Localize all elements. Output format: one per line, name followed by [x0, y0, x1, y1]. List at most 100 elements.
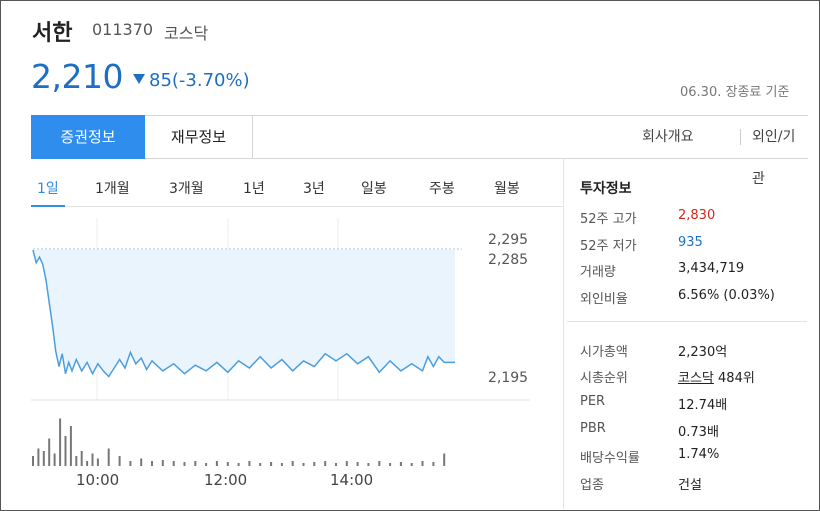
volume-bar — [367, 463, 370, 466]
x-tick-label: 14:00 — [330, 471, 373, 489]
stock-name[interactable]: 서한 — [32, 21, 73, 46]
volume-bar — [378, 461, 381, 466]
volume-bar — [356, 462, 359, 466]
volume-bar — [302, 463, 305, 466]
volume-bar — [48, 438, 51, 466]
period-divider — [31, 206, 563, 207]
volume-bar — [389, 463, 392, 466]
volume-bar — [215, 461, 218, 466]
foreign-institution-link[interactable]: 외인/기관 — [752, 129, 796, 187]
volume-bar — [69, 426, 72, 466]
info-tab-bar: 증권정보 재무정보 회사개요 외인/기관 — [31, 115, 808, 187]
volume-bar — [421, 461, 424, 466]
period-active-underline — [31, 205, 65, 207]
info-section-divider — [567, 321, 807, 322]
price-plot — [32, 248, 462, 378]
volume-bar — [443, 453, 446, 466]
volume-bar — [248, 461, 251, 466]
volume-bar — [172, 461, 175, 466]
volume-bar — [91, 453, 94, 466]
volume-bar — [259, 463, 262, 466]
value-dividend-yield: 1.74% — [678, 447, 720, 462]
label-market-cap-rank: 시총순위 — [580, 371, 628, 386]
value-market-cap: 2,230억 — [678, 345, 728, 360]
volume-bar — [161, 460, 164, 466]
label-52w-high: 52주 고가 — [580, 212, 637, 227]
price-area — [33, 250, 455, 377]
volume-bar — [183, 462, 186, 466]
volume-bar — [280, 463, 283, 466]
volume-bar — [410, 463, 413, 466]
x-tick-label: 10:00 — [76, 471, 119, 489]
volume-bar — [291, 461, 294, 466]
volume-bar — [237, 463, 240, 466]
period-tab-3m[interactable]: 3개월 — [169, 181, 204, 197]
period-tab-monthly[interactable]: 월봉 — [494, 181, 520, 197]
label-industry: 업종 — [580, 478, 604, 493]
market-rank-value: 484위 — [718, 371, 755, 386]
volume-bar — [96, 458, 99, 466]
period-tab-weekly[interactable]: 주봉 — [429, 181, 455, 197]
value-industry: 건설 — [678, 478, 702, 493]
company-overview-link[interactable]: 회사개요 — [642, 129, 694, 145]
label-volume: 거래량 — [580, 265, 616, 280]
market-name: 코스닥 — [164, 24, 209, 43]
volume-bar — [270, 462, 273, 466]
volume-bar — [42, 451, 45, 466]
price-basis-time: 06.30. 장종료 기준 — [680, 85, 790, 100]
price-change: 85(-3.70%) — [149, 70, 250, 91]
period-tab-1m[interactable]: 1개월 — [95, 181, 130, 197]
volume-bar — [335, 463, 337, 466]
y-tick-label: 2,285 — [488, 252, 528, 268]
tab-financial-info[interactable]: 재무정보 — [145, 115, 253, 159]
volume-bar — [53, 453, 56, 466]
volume-bar — [324, 461, 327, 466]
volume-bar — [59, 418, 62, 466]
period-tab-1y[interactable]: 1년 — [243, 181, 265, 197]
value-pbr: 0.73배 — [678, 425, 719, 440]
volume-bar — [37, 448, 40, 466]
value-per: 12.74배 — [678, 398, 728, 413]
label-52w-low: 52주 저가 — [580, 239, 637, 254]
value-52w-low: 935 — [678, 235, 703, 250]
period-tab-1d[interactable]: 1일 — [37, 181, 59, 197]
x-tick-label: 12:00 — [204, 471, 247, 489]
volume-bar — [86, 461, 89, 466]
volume-bar — [399, 462, 402, 466]
volume-bar — [432, 462, 435, 466]
volume-bar — [345, 461, 348, 466]
invest-info-title: 투자정보 — [580, 181, 632, 197]
volume-bar — [75, 456, 78, 466]
value-volume: 3,434,719 — [678, 261, 745, 276]
value-foreign-ratio: 6.56% (0.03%) — [678, 288, 775, 303]
y-tick-label: 2,195 — [488, 370, 528, 386]
period-tab-daily[interactable]: 일봉 — [361, 181, 387, 197]
volume-plot — [32, 418, 446, 466]
volume-bar — [118, 456, 121, 466]
volume-bar — [205, 463, 208, 466]
volume-bar — [140, 458, 143, 466]
value-52w-high: 2,830 — [678, 208, 716, 223]
label-per: PER — [580, 394, 606, 409]
down-arrow-icon — [133, 74, 145, 84]
label-market-cap: 시가총액 — [580, 345, 628, 360]
volume-bar — [129, 461, 132, 466]
period-tab-3y[interactable]: 3년 — [303, 181, 325, 197]
volume-bar — [80, 451, 83, 466]
label-foreign-ratio: 외인비율 — [580, 292, 628, 307]
volume-bar — [194, 461, 197, 466]
panel-divider — [563, 158, 564, 509]
current-price: 2,210 — [31, 57, 123, 96]
volume-bar — [313, 462, 316, 466]
volume-bar — [64, 436, 67, 466]
tab-securities-info[interactable]: 증권정보 — [31, 115, 145, 159]
volume-bar — [107, 448, 110, 466]
volume-bar — [32, 456, 34, 466]
stock-code: 011370 — [92, 20, 154, 39]
label-dividend-yield: 배당수익률 — [580, 451, 640, 466]
market-rank-link[interactable]: 코스닥 — [678, 371, 714, 386]
y-tick-label: 2,295 — [488, 232, 528, 248]
volume-bar — [151, 461, 153, 466]
value-market-cap-rank: 코스닥 484위 — [678, 367, 755, 386]
